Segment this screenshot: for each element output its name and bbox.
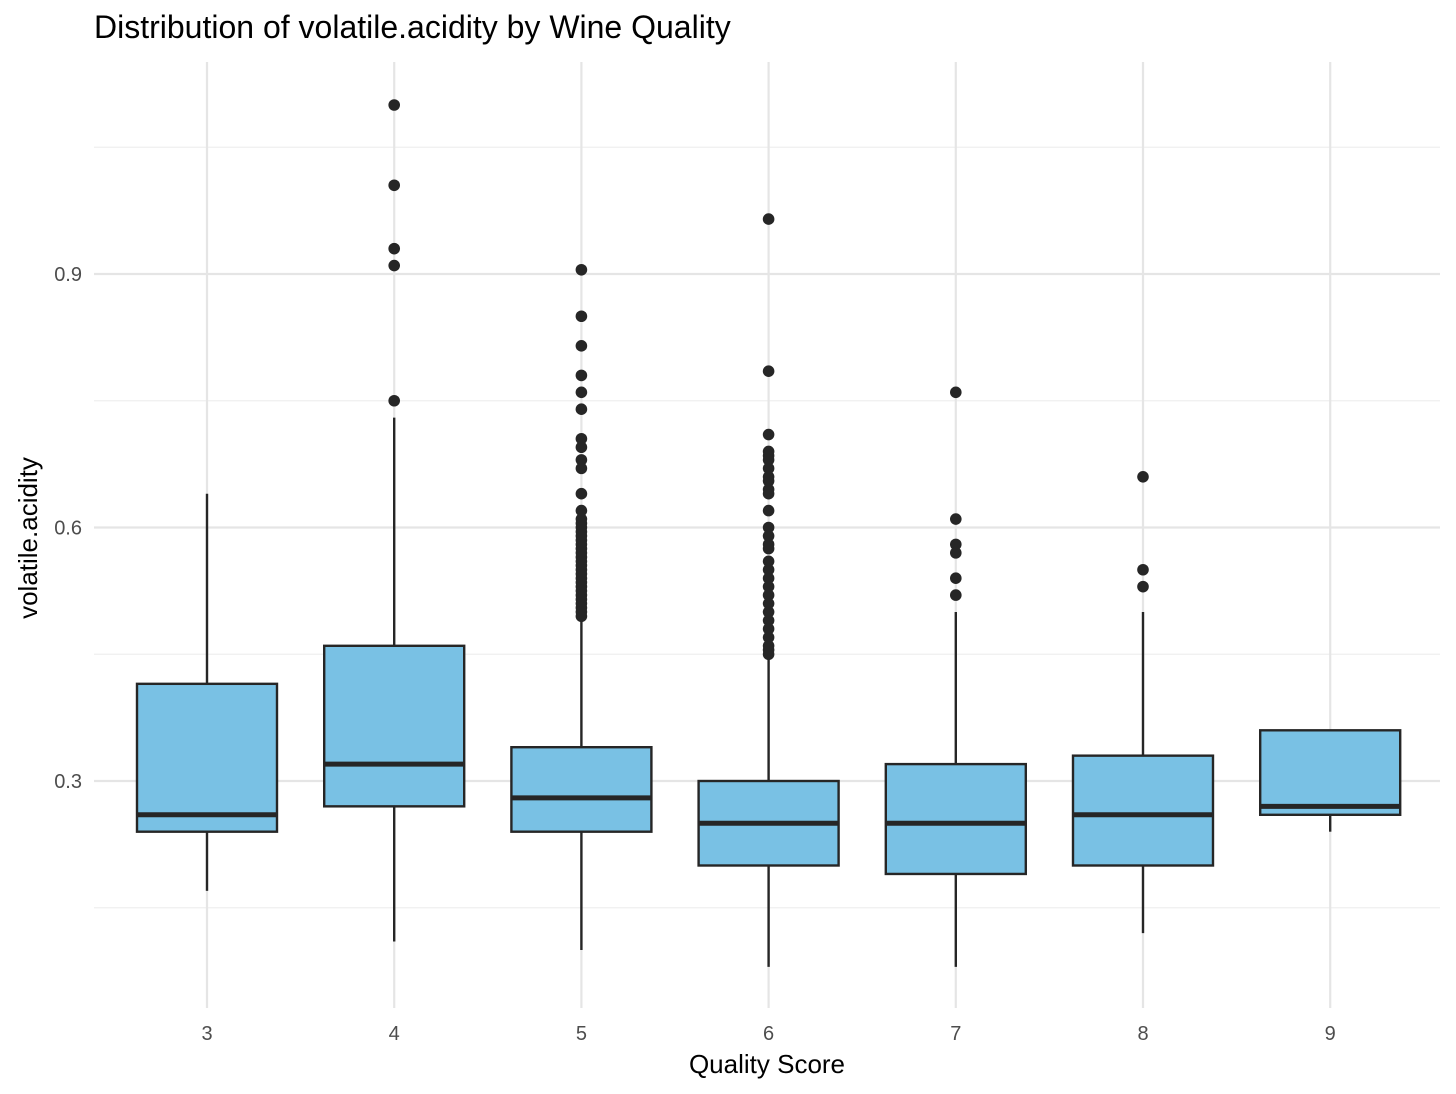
y-axis-tick-labels: 0.3 0.6 0.9 — [54, 264, 82, 793]
outlier-point — [575, 386, 588, 399]
outlier-point — [575, 403, 588, 416]
iqr-box — [323, 644, 466, 808]
outlier-point — [575, 263, 588, 276]
outlier-point — [575, 610, 588, 623]
iqr-box — [884, 762, 1027, 876]
x-tick-label: 9 — [1325, 1023, 1336, 1045]
outlier-point — [762, 589, 775, 601]
outlier-point — [762, 454, 775, 466]
outlier-point — [575, 454, 588, 466]
outlier-point — [762, 365, 775, 377]
outlier-point — [762, 428, 775, 441]
outlier-point — [388, 394, 401, 407]
iqr-box — [1071, 754, 1215, 867]
outlier-point — [762, 623, 775, 635]
iqr-box — [510, 746, 653, 833]
outlier-point — [762, 648, 775, 661]
box-quality-9 — [1258, 729, 1402, 832]
outlier-point — [762, 614, 775, 627]
outlier-point — [762, 521, 775, 534]
outlier-point — [575, 462, 588, 475]
outlier-point — [762, 580, 775, 593]
outlier-point — [575, 310, 588, 323]
outlier-point — [762, 606, 775, 618]
outlier-point — [950, 538, 962, 551]
outlier-point — [762, 542, 775, 555]
x-tick-label: 4 — [389, 1023, 400, 1045]
outlier-point — [762, 475, 775, 487]
outlier-point — [575, 441, 588, 454]
iqr-box — [1258, 729, 1402, 816]
outlier-point — [950, 589, 962, 601]
outlier-point — [762, 213, 775, 225]
outlier-point — [950, 572, 962, 584]
y-axis-title: volatile.acidity — [13, 457, 43, 619]
chart-title: Distribution of volatile.acidity by Wine… — [94, 9, 731, 45]
outlier-point — [762, 487, 775, 500]
x-tick-label: 7 — [950, 1023, 961, 1045]
box-quality-8 — [1071, 471, 1215, 934]
x-tick-label: 6 — [763, 1023, 774, 1045]
outlier-point — [950, 513, 962, 525]
y-tick-label: 0.3 — [54, 771, 82, 793]
box-quality-6 — [697, 213, 840, 967]
outlier-point — [388, 99, 401, 111]
outlier-point — [762, 504, 775, 517]
iqr-box — [135, 682, 279, 833]
outlier-point — [388, 259, 401, 272]
y-tick-label: 0.6 — [54, 518, 82, 540]
x-tick-label: 3 — [201, 1023, 212, 1045]
outlier-point — [1137, 563, 1149, 576]
outlier-point — [1137, 580, 1149, 593]
outlier-point — [762, 555, 775, 568]
outlier-point — [575, 487, 588, 500]
outlier-point — [762, 462, 775, 475]
box-quality-7 — [884, 386, 1027, 967]
x-tick-label: 5 — [576, 1023, 587, 1045]
outlier-point — [575, 432, 588, 445]
x-axis-tick-labels: 3 4 5 6 7 8 9 — [201, 1023, 1335, 1045]
outlier-point — [575, 504, 588, 517]
outlier-point — [1137, 471, 1149, 483]
outlier-point — [388, 179, 401, 192]
box-quality-3 — [135, 493, 279, 891]
outlier-point — [762, 563, 775, 576]
outlier-point — [575, 369, 588, 382]
outlier-point — [762, 572, 775, 584]
y-tick-label: 0.9 — [54, 264, 82, 286]
x-tick-label: 8 — [1137, 1023, 1148, 1045]
outlier-point — [388, 242, 401, 255]
outlier-point — [950, 547, 962, 559]
outlier-point — [762, 631, 775, 644]
outlier-point — [762, 530, 775, 542]
box-series — [135, 99, 1402, 967]
box-quality-4 — [323, 99, 466, 942]
box-quality-5 — [510, 263, 653, 950]
outlier-point — [575, 340, 588, 352]
x-axis-title: Quality Score — [689, 1049, 845, 1079]
outlier-point — [950, 386, 962, 399]
outlier-point — [762, 597, 775, 610]
